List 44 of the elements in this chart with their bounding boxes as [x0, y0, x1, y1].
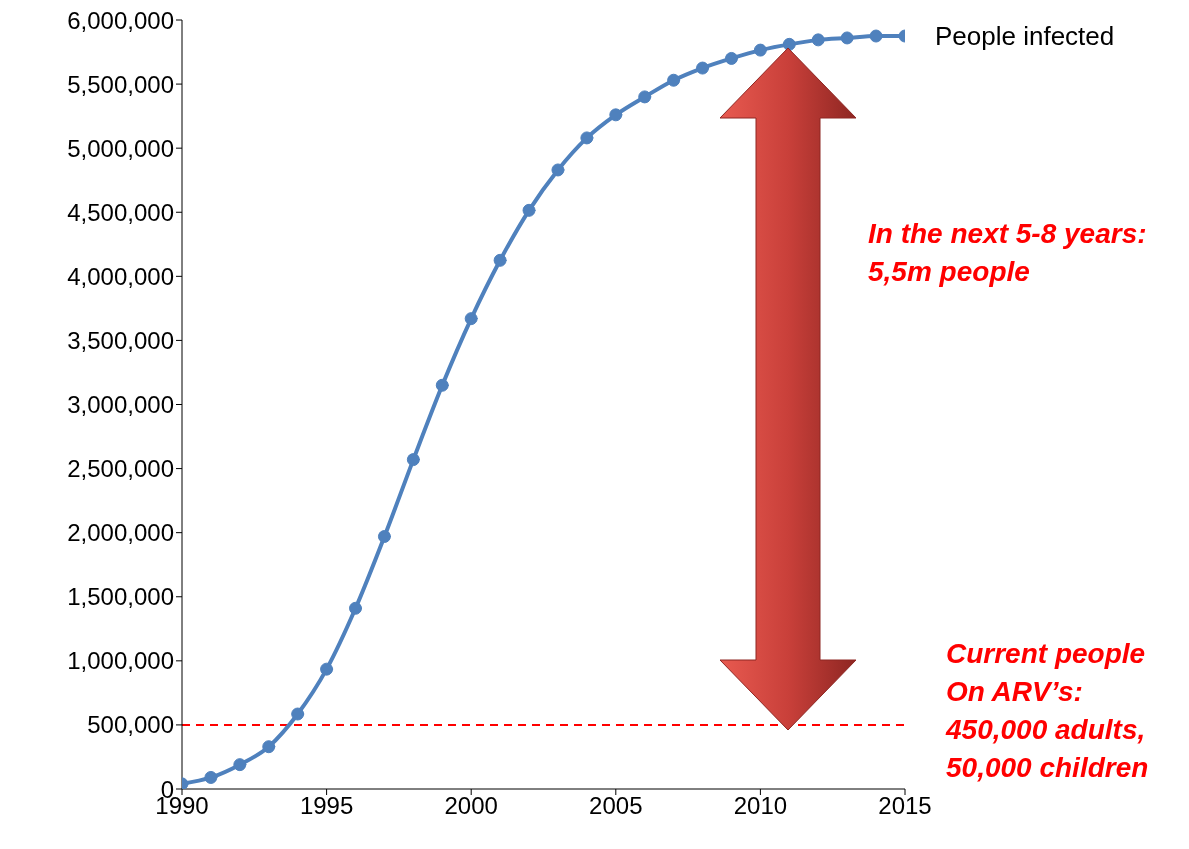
y-tick-label: 6,000,000 [67, 6, 174, 34]
point [522, 203, 536, 217]
y-tick-label: 2,500,000 [67, 455, 174, 483]
point [406, 453, 420, 467]
text: Current people On ARV’s: 450,000 adults, 50,000 children [946, 635, 1186, 787]
y-tick-label: 5,500,000 [67, 70, 174, 98]
x-tick-label: 1995 [299, 792, 354, 820]
point [638, 90, 652, 104]
point [782, 37, 796, 51]
point [724, 51, 738, 65]
y-tick-label: 3,500,000 [67, 326, 174, 354]
point [551, 163, 565, 177]
point [377, 530, 391, 544]
point [320, 662, 334, 676]
point [580, 131, 594, 145]
y-tick-label: 1,000,000 [67, 647, 174, 675]
x-tick-label: 2005 [589, 792, 643, 820]
series-label: People infected [935, 21, 1115, 52]
y-tick-label: 4,000,000 [67, 262, 174, 290]
point [811, 33, 825, 47]
annotation: In the next 5-8 years: 5,5m people [868, 215, 1178, 291]
y-tick-label: 3,000,000 [67, 391, 174, 419]
point [262, 740, 276, 754]
point [349, 601, 363, 615]
y-tick-label: 2,000,000 [67, 519, 174, 547]
y-tick-label: 5,000,000 [67, 134, 174, 162]
y-tick-label: 4,500,000 [67, 198, 174, 226]
point [233, 758, 247, 772]
point [464, 312, 478, 326]
point [204, 770, 218, 784]
point [753, 43, 767, 57]
point [869, 29, 883, 43]
point [667, 73, 681, 87]
point [435, 378, 449, 392]
point [696, 61, 710, 75]
y-tick-label: 1,500,000 [67, 583, 174, 611]
x-tick-label: 2010 [733, 792, 788, 820]
point [493, 253, 507, 267]
point [609, 108, 623, 122]
y-tick-label: 500,000 [87, 711, 174, 739]
x-tick-label: 2015 [878, 792, 932, 820]
x-tick-label: 2000 [444, 792, 498, 820]
point [291, 707, 305, 721]
point [840, 31, 854, 45]
